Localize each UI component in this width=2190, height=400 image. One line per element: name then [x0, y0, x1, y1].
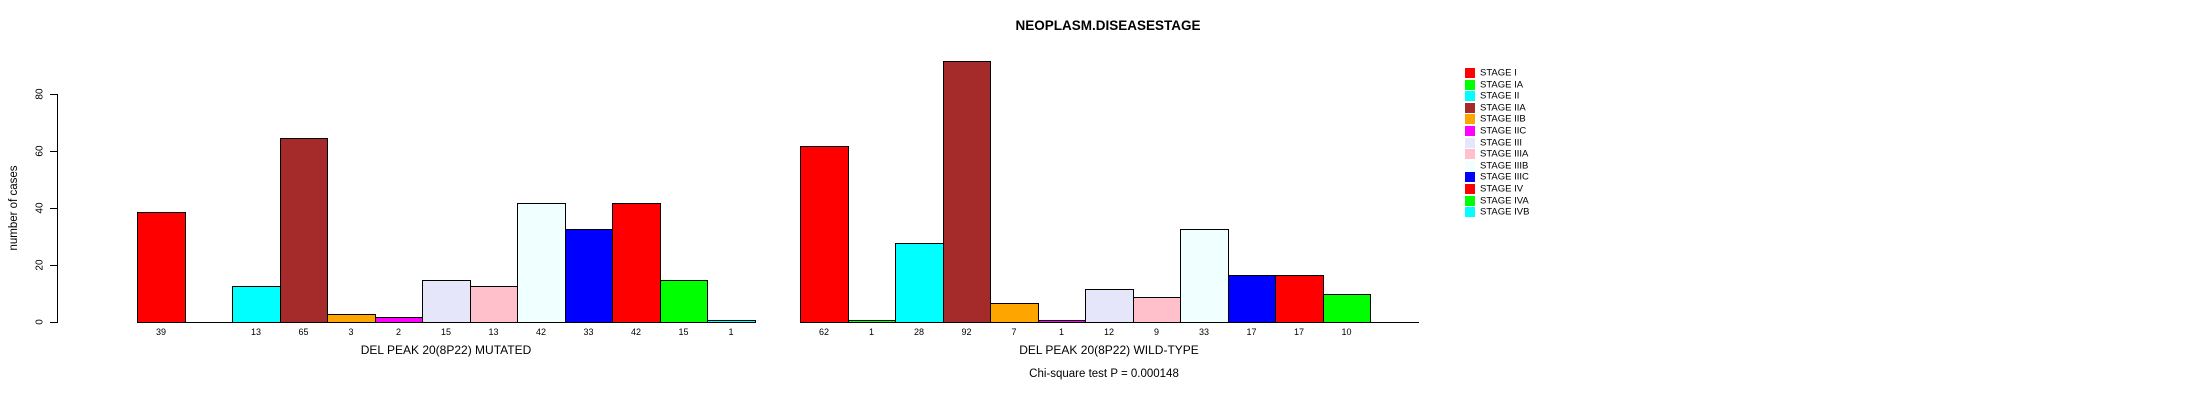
bar-value-label: 9: [1153, 327, 1160, 337]
bar-value-label: 1: [1058, 327, 1065, 337]
legend-swatch-stage-iia: [1465, 103, 1475, 113]
bar-value-label: 15: [678, 327, 689, 337]
bar-value-label: 7: [1011, 327, 1017, 337]
x-axis-title: DEL PEAK 20(8P22) WILD-TYPE: [1019, 343, 1199, 357]
bar-stage-iiia: [1133, 297, 1181, 323]
legend-label-stage-iiib: STAGE IIIB: [1480, 160, 1529, 172]
bar-value-label: 13: [488, 327, 499, 337]
legend-label-stage-iiia: STAGE IIIA: [1480, 148, 1529, 160]
bar-stage-iia: [943, 61, 991, 323]
y-axis-label: number of cases: [8, 165, 20, 251]
legend-label-stage-i: STAGE I: [1480, 67, 1517, 79]
bar-value-label: 42: [535, 327, 547, 337]
bar-value-label: 12: [1103, 327, 1115, 337]
legend-label-stage-ii: STAGE II: [1480, 90, 1520, 102]
bar-stage-iic: [375, 317, 423, 323]
bar-stage-ia: [848, 320, 896, 323]
bar-stage-iiic: [1228, 275, 1276, 323]
bar-value-label: 15: [440, 327, 452, 337]
y-axis-tick: [50, 322, 57, 323]
y-axis-line: [57, 94, 58, 323]
legend-label-stage-iiic: STAGE IIIC: [1480, 171, 1529, 183]
bar-stage-iib: [327, 314, 376, 323]
x-axis-title: DEL PEAK 20(8P22) MUTATED: [360, 343, 532, 357]
chart-title: NEOPLASM.DISEASESTAGE: [1015, 18, 1201, 33]
bar-stage-iiic: [565, 229, 613, 323]
legend-swatch-stage-iiib: [1465, 161, 1475, 171]
bar-value-label: 2: [395, 327, 402, 337]
legend-swatch-stage-iiia: [1465, 149, 1475, 159]
legend-swatch-stage-iic: [1465, 126, 1475, 136]
legend-swatch-stage-ivb: [1465, 207, 1475, 217]
y-axis-tick-label: 80: [34, 88, 46, 100]
legend-label-stage-iic: STAGE IIC: [1480, 125, 1527, 137]
y-axis-tick-label: 40: [34, 202, 46, 214]
legend-label-stage-iv: STAGE IV: [1480, 183, 1524, 195]
bar-value-label: 10: [1341, 327, 1352, 337]
bar-stage-iva: [660, 280, 708, 323]
y-axis-tick: [50, 265, 57, 266]
bar-stage-iva: [1323, 294, 1371, 323]
bar-stage-iic: [1038, 320, 1086, 323]
legend-swatch-stage-iib: [1465, 114, 1475, 124]
legend-label-stage-ivb: STAGE IVB: [1480, 206, 1530, 218]
bar-stage-ivb: [707, 320, 756, 323]
bar-stage-iv: [1275, 275, 1324, 323]
chi-square-note: Chi-square test P = 0.000148: [1029, 368, 1179, 380]
legend-swatch-stage-iv: [1465, 184, 1475, 194]
bar-value-label: 33: [1198, 327, 1210, 337]
bar-value-label: 92: [961, 327, 972, 337]
bar-stage-ii: [895, 243, 944, 323]
bar-value-label: 62: [818, 327, 830, 337]
bar-stage-iia: [280, 138, 328, 323]
legend-label-stage-iii: STAGE III: [1480, 137, 1523, 149]
bar-stage-i: [800, 146, 849, 323]
legend-label-stage-iia: STAGE IIA: [1480, 102, 1526, 114]
y-axis-tick-label: 0: [34, 319, 46, 325]
legend-swatch-stage-ii: [1465, 91, 1475, 101]
bar-stage-i: [137, 212, 186, 323]
bar-stage-iii: [1085, 289, 1134, 323]
bar-value-label: 13: [250, 327, 262, 337]
legend-label-stage-iva: STAGE IVA: [1480, 195, 1529, 207]
legend-label-stage-iib: STAGE IIB: [1480, 113, 1526, 125]
y-axis-tick: [50, 208, 57, 209]
legend-swatch-stage-iiic: [1465, 172, 1475, 182]
bar-value-label: 1: [728, 327, 734, 337]
y-axis-tick-label: 60: [34, 145, 46, 157]
legend-swatch-stage-ia: [1465, 80, 1475, 90]
legend-swatch-stage-iva: [1465, 196, 1475, 206]
legend-swatch-stage-iii: [1465, 138, 1475, 148]
bar-stage-iiib: [1180, 229, 1229, 323]
bar-stage-iiia: [470, 286, 518, 323]
bar-value-label: 17: [1293, 327, 1305, 337]
bar-value-label: 1: [868, 327, 875, 337]
bar-stage-iib: [990, 303, 1039, 323]
bar-stage-iv: [612, 203, 661, 323]
bar-value-label: 39: [155, 327, 167, 337]
y-axis-tick-label: 20: [34, 259, 46, 271]
y-axis-tick: [50, 151, 57, 152]
bar-value-label: 28: [913, 327, 925, 337]
legend-swatch-stage-i: [1465, 68, 1475, 78]
y-axis-tick: [50, 94, 57, 95]
bar-stage-ii: [232, 286, 281, 323]
bar-value-label: 42: [630, 327, 642, 337]
bar-value-label: 33: [583, 327, 594, 337]
legend-label-stage-ia: STAGE IA: [1480, 79, 1524, 91]
bar-value-label: 3: [348, 327, 354, 337]
bar-stage-iii: [422, 280, 471, 323]
bar-stage-iiib: [517, 203, 566, 323]
bar-value-label: 17: [1246, 327, 1257, 337]
bar-value-label: 65: [298, 327, 309, 337]
